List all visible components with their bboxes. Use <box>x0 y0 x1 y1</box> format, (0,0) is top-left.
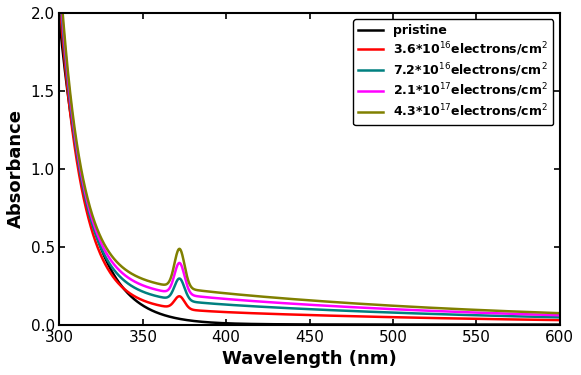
3.6*10$^{16}$electrons/cm$^2$ <box>248 311 254 315</box>
2.1*10$^{17}$electrons/cm$^2$ <box>270 300 277 305</box>
4.3*10$^{17}$electrons/cm$^2$ <box>113 260 120 264</box>
Legend: pristine, 3.6*10$^{16}$electrons/cm$^2$, 7.2*10$^{16}$electrons/cm$^2$, 2.1*10$^: pristine, 3.6*10$^{16}$electrons/cm$^2$,… <box>353 19 553 125</box>
pristine <box>492 322 499 327</box>
7.2*10$^{16}$electrons/cm$^2$ <box>143 291 150 295</box>
4.3*10$^{17}$electrons/cm$^2$ <box>248 293 254 298</box>
4.3*10$^{17}$electrons/cm$^2$ <box>270 295 277 300</box>
Line: 3.6*10$^{16}$electrons/cm$^2$: 3.6*10$^{16}$electrons/cm$^2$ <box>59 13 560 320</box>
4.3*10$^{17}$electrons/cm$^2$ <box>546 310 553 315</box>
Line: 7.2*10$^{16}$electrons/cm$^2$: 7.2*10$^{16}$electrons/cm$^2$ <box>59 13 560 317</box>
4.3*10$^{17}$electrons/cm$^2$ <box>143 278 150 282</box>
3.6*10$^{16}$electrons/cm$^2$ <box>56 11 63 15</box>
Line: 2.1*10$^{17}$electrons/cm$^2$: 2.1*10$^{17}$electrons/cm$^2$ <box>59 13 560 315</box>
2.1*10$^{17}$electrons/cm$^2$ <box>492 311 499 315</box>
3.6*10$^{16}$electrons/cm$^2$ <box>113 279 120 284</box>
pristine <box>56 18 63 22</box>
pristine <box>556 322 563 327</box>
3.6*10$^{16}$electrons/cm$^2$ <box>143 299 150 304</box>
7.2*10$^{16}$electrons/cm$^2$ <box>56 11 63 15</box>
3.6*10$^{16}$electrons/cm$^2$ <box>556 318 563 322</box>
pristine <box>113 277 120 281</box>
4.3*10$^{17}$electrons/cm$^2$ <box>556 311 563 315</box>
pristine <box>143 305 150 310</box>
7.2*10$^{16}$electrons/cm$^2$ <box>556 315 563 320</box>
Y-axis label: Absorbance: Absorbance <box>7 109 25 228</box>
3.6*10$^{16}$electrons/cm$^2$ <box>270 312 277 316</box>
3.6*10$^{16}$electrons/cm$^2$ <box>546 318 553 322</box>
X-axis label: Wavelength (nm): Wavelength (nm) <box>222 350 397 368</box>
7.2*10$^{16}$electrons/cm$^2$ <box>546 315 553 320</box>
Line: 4.3*10$^{17}$electrons/cm$^2$: 4.3*10$^{17}$electrons/cm$^2$ <box>59 13 560 313</box>
2.1*10$^{17}$electrons/cm$^2$ <box>143 284 150 289</box>
2.1*10$^{17}$electrons/cm$^2$ <box>56 11 63 15</box>
7.2*10$^{16}$electrons/cm$^2$ <box>492 314 499 318</box>
2.1*10$^{17}$electrons/cm$^2$ <box>248 298 254 303</box>
2.1*10$^{17}$electrons/cm$^2$ <box>556 313 563 318</box>
pristine <box>546 322 553 327</box>
Line: pristine: pristine <box>59 20 560 325</box>
2.1*10$^{17}$electrons/cm$^2$ <box>113 265 120 270</box>
pristine <box>270 322 277 327</box>
2.1*10$^{17}$electrons/cm$^2$ <box>546 313 553 317</box>
7.2*10$^{16}$electrons/cm$^2$ <box>248 304 254 308</box>
7.2*10$^{16}$electrons/cm$^2$ <box>270 305 277 310</box>
3.6*10$^{16}$electrons/cm$^2$ <box>492 317 499 321</box>
pristine <box>248 322 254 326</box>
7.2*10$^{16}$electrons/cm$^2$ <box>113 271 120 275</box>
4.3*10$^{17}$electrons/cm$^2$ <box>56 11 63 15</box>
4.3*10$^{17}$electrons/cm$^2$ <box>492 309 499 313</box>
